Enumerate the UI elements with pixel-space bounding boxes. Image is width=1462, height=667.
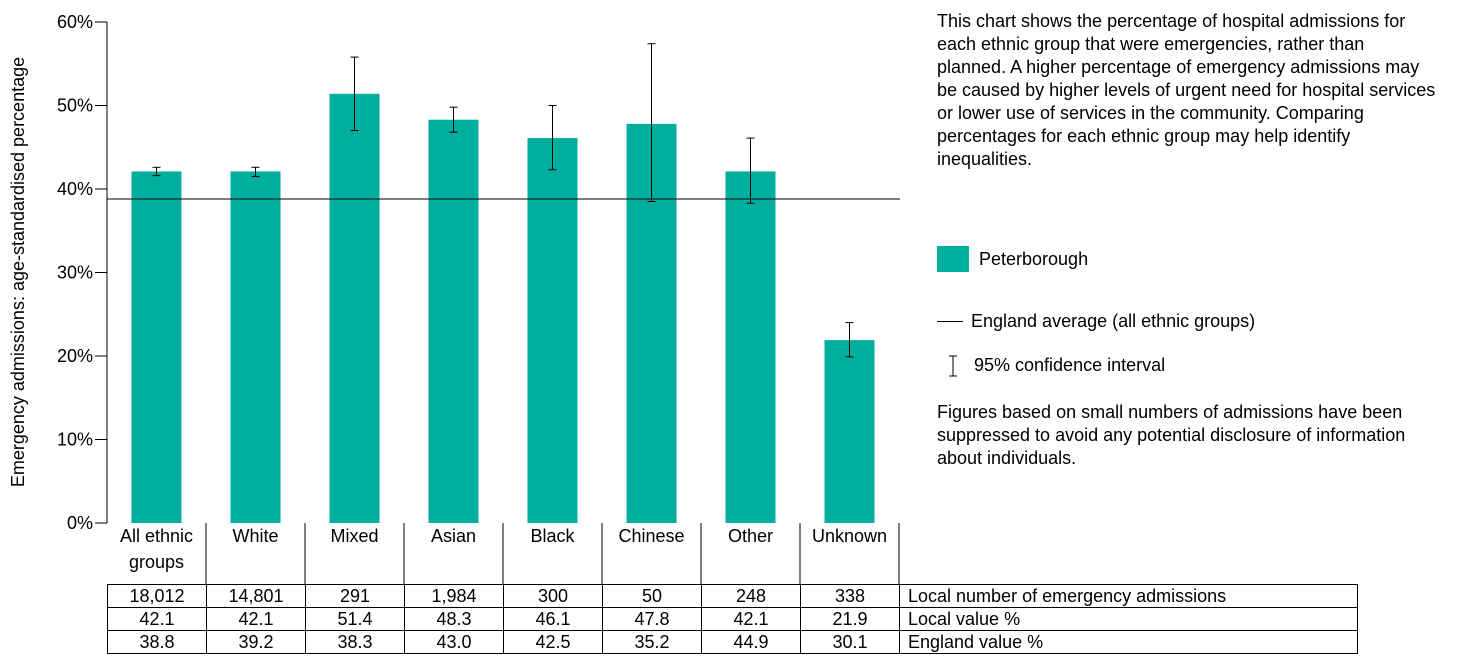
y-tick-label: 0%	[67, 513, 93, 533]
table-cell: 291	[305, 584, 405, 608]
table-cell: 42.1	[206, 607, 306, 631]
y-tick-label: 50%	[57, 96, 93, 116]
table-row-label: Local value %	[899, 607, 1358, 631]
legend-item-confidence-interval: 95% confidence interval	[937, 354, 1437, 377]
table-cell: 248	[701, 584, 801, 608]
legend-label-confidence-interval: 95% confidence interval	[974, 355, 1166, 375]
bar	[428, 119, 479, 523]
table-cell: 42.5	[503, 630, 603, 654]
table-cell: 48.3	[404, 607, 504, 631]
legend-item-peterborough: Peterborough	[937, 246, 1437, 272]
y-tick-label: 60%	[57, 12, 93, 32]
table-row: 42.1 42.1 51.4 48.3 46.1 47.8 42.1 21.9 Local va…	[107, 607, 1358, 631]
category-label: Mixed	[330, 526, 378, 546]
legend-item-england-average: England average (all ethnic groups)	[937, 310, 1437, 333]
table-cell: 42.1	[107, 607, 207, 631]
category-label: Black	[530, 526, 575, 546]
bar	[131, 171, 182, 523]
y-tick-label: 10%	[57, 430, 93, 450]
table-cell: 51.4	[305, 607, 405, 631]
y-tick-label: 20%	[57, 346, 93, 366]
table-cell: 43.0	[404, 630, 504, 654]
category-label-group: All ethnic groups White Mixed Asian Black Chin…	[120, 523, 900, 584]
table-cell: 47.8	[602, 607, 702, 631]
category-label: Asian	[431, 526, 476, 546]
table-cell: 39.2	[206, 630, 306, 654]
table-cell: 35.2	[602, 630, 702, 654]
bar-group	[131, 93, 875, 524]
suppression-footnote: Figures based on small numbers of admiss…	[937, 402, 1406, 468]
legend-label-peterborough: Peterborough	[979, 248, 1089, 269]
table-cell: 300	[503, 584, 603, 608]
category-label: All ethnic	[120, 526, 193, 546]
bar	[527, 138, 578, 523]
chart-description: This chart shows the percentage of hospi…	[937, 11, 1436, 169]
table-row-label: England value %	[899, 630, 1358, 654]
table-cell: 50	[602, 584, 702, 608]
legend-label-england-average: England average (all ethnic groups)	[971, 311, 1256, 331]
category-label: White	[232, 526, 278, 546]
bar	[230, 171, 281, 523]
table-cell: 38.8	[107, 630, 207, 654]
confidence-interval-icon	[949, 355, 957, 376]
y-tick-label: 30%	[57, 263, 93, 283]
table-cell: 38.3	[305, 630, 405, 654]
table-row: 38.8 39.2 38.3 43.0 42.5 35.2 44.9 30.1 England …	[107, 630, 1358, 654]
table-cell: 42.1	[701, 607, 801, 631]
table-row: 18,012 14,801 291 1,984 300 50 248 338 Local num…	[107, 584, 1358, 608]
category-label: Other	[728, 526, 773, 546]
legend-swatch-line	[937, 321, 963, 322]
table-cell: 18,012	[107, 584, 207, 608]
category-label: Unknown	[812, 526, 887, 546]
table-cell: 44.9	[701, 630, 801, 654]
table-cell: 46.1	[503, 607, 603, 631]
bar	[824, 340, 875, 523]
category-label: groups	[129, 552, 184, 572]
table-row-label: Local number of emergency admissions	[899, 584, 1358, 608]
table-cell: 14,801	[206, 584, 306, 608]
y-axis-title: Emergency admissions: age-standardised p…	[8, 57, 28, 487]
y-axis: 0% 10% 20% 30% 40% 50% 60%	[57, 12, 108, 533]
category-label: Chinese	[618, 526, 684, 546]
table-cell: 21.9	[800, 607, 900, 631]
table-cell: 30.1	[800, 630, 900, 654]
table-cell: 338	[800, 584, 900, 608]
legend-swatch-bar	[937, 246, 969, 272]
bar	[725, 171, 776, 523]
table-cell: 1,984	[404, 584, 504, 608]
y-tick-label: 40%	[57, 179, 93, 199]
bar	[329, 93, 380, 523]
confidence-interval-group	[152, 43, 854, 358]
data-table: 18,012 14,801 291 1,984 300 50 248 338 Local num…	[107, 584, 1358, 654]
